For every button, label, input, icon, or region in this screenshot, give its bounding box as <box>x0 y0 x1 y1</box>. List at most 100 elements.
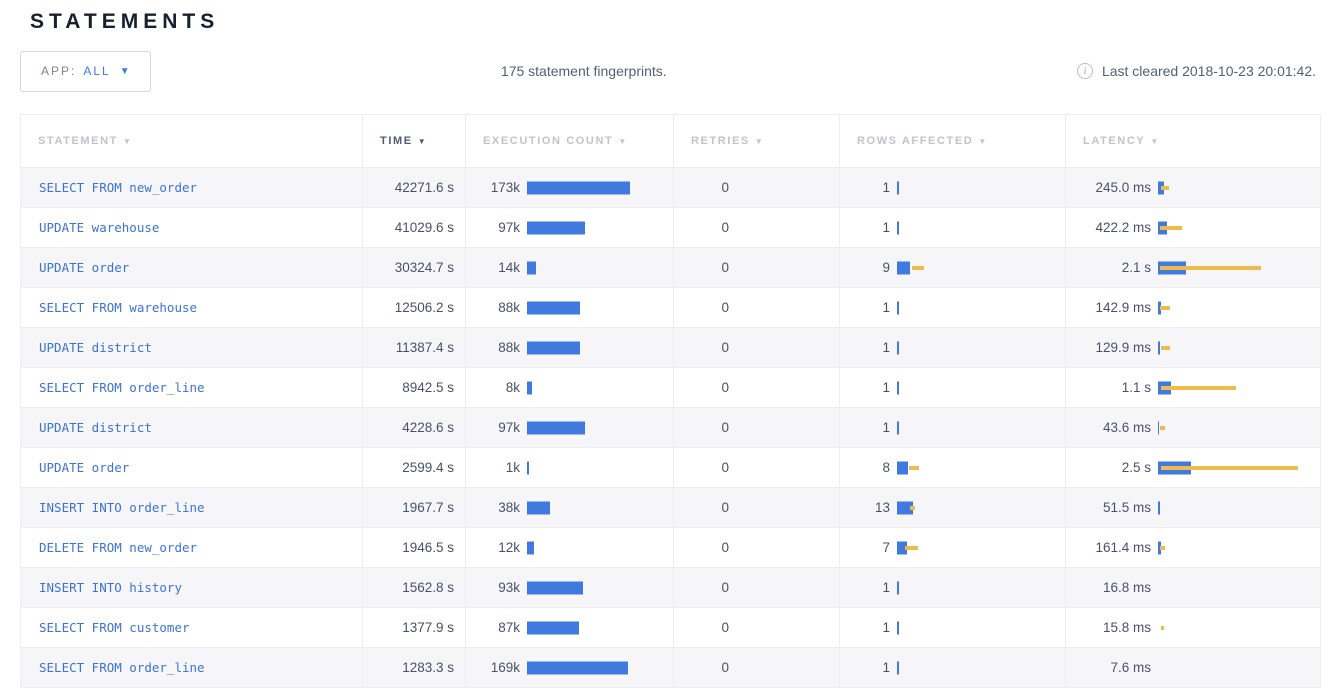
column-header-label: EXECUTION COUNT <box>483 135 614 147</box>
rows-value: 1 <box>882 340 890 355</box>
exec-value: 87k <box>498 620 520 635</box>
exec-minibar: 8k <box>466 377 673 399</box>
latency-bar-track <box>1158 377 1320 399</box>
column-header-label: RETRIES <box>691 135 750 147</box>
retries-cell: 0 <box>673 447 840 488</box>
statement-link[interactable]: SELECT FROM warehouse <box>39 300 198 315</box>
latency-stddev-line <box>1160 305 1170 310</box>
exec-minibar: 87k <box>466 617 673 639</box>
statement-cell: UPDATE warehouse <box>20 207 363 248</box>
exec-minibar: 97k <box>466 417 673 439</box>
table-row: UPDATE order 30324.7 s 14k 0 9 2.1 s <box>20 247 1321 288</box>
statement-count-summary: 175 statement fingerprints. <box>500 63 667 79</box>
latency-stddev-line <box>1161 345 1170 350</box>
latency-value: 2.5 s <box>1121 460 1151 475</box>
latency-bar <box>1158 501 1160 514</box>
column-header-time[interactable]: TIME ▼ <box>362 114 466 168</box>
statement-link[interactable]: UPDATE district <box>39 420 152 435</box>
statement-cell: SELECT FROM warehouse <box>20 287 363 328</box>
statement-link[interactable]: UPDATE district <box>39 340 152 355</box>
app-filter-dropdown[interactable]: APP: ALL ▼ <box>20 50 151 92</box>
latency-value: 7.6 ms <box>1110 660 1151 675</box>
column-header-retries[interactable]: RETRIES ▼ <box>673 114 840 168</box>
latency-bar <box>1158 541 1161 554</box>
latency-cell: 1.1 s <box>1065 367 1321 408</box>
chevron-down-icon: ▼ <box>119 65 130 77</box>
exec-bar-track <box>527 297 673 319</box>
rows-affected-cell: 1 <box>839 607 1066 648</box>
exec-minibar: 12k <box>466 537 673 559</box>
rows-bar-track <box>897 177 1065 199</box>
retries-cell: 0 <box>673 287 840 328</box>
statement-link[interactable]: SELECT FROM order_line <box>39 660 205 675</box>
exec-value: 8k <box>505 380 520 395</box>
latency-bar-track <box>1158 337 1320 359</box>
rows-bar-track <box>897 617 1065 639</box>
rows-value: 1 <box>882 180 890 195</box>
statement-link[interactable]: SELECT FROM order_line <box>39 380 205 395</box>
rows-affected-cell: 1 <box>839 207 1066 248</box>
statement-link[interactable]: DELETE FROM new_order <box>39 540 198 555</box>
table-row: SELECT FROM warehouse 12506.2 s 88k 0 1 142.9… <box>20 287 1321 328</box>
rows-bar <box>897 381 899 394</box>
retries-value: 0 <box>721 260 729 275</box>
retries-cell: 0 <box>673 327 840 368</box>
execution-count-cell: 87k <box>465 607 674 648</box>
rows-minibar: 1 <box>840 217 1065 239</box>
statement-link[interactable]: UPDATE order <box>39 260 130 275</box>
rows-minibar: 13 <box>840 497 1065 519</box>
latency-bar-track <box>1158 537 1320 559</box>
retries-cell: 0 <box>673 527 840 568</box>
time-cell: 8942.5 s <box>362 367 466 408</box>
exec-bar <box>527 221 585 234</box>
table-row: UPDATE warehouse 41029.6 s 97k 0 1 422.2 ms <box>20 207 1321 248</box>
rows-minibar: 1 <box>840 657 1065 679</box>
statement-link[interactable]: UPDATE order <box>39 460 130 475</box>
statement-cell: DELETE FROM new_order <box>20 527 363 568</box>
sort-arrow-icon: ▼ <box>978 137 988 146</box>
latency-stddev-line <box>1161 385 1236 390</box>
statement-link[interactable]: UPDATE warehouse <box>39 220 160 235</box>
latency-value: 245.0 ms <box>1095 180 1151 195</box>
statement-link[interactable]: INSERT INTO history <box>39 580 182 595</box>
latency-value: 1.1 s <box>1121 380 1151 395</box>
rows-bar-track <box>897 257 1065 279</box>
exec-bar-track <box>527 337 673 359</box>
rows-affected-cell: 1 <box>839 567 1066 608</box>
statements-table: STATEMENT ▼ TIME ▼ EXECUTION COUNT ▼ RETRIES ▼ R… <box>20 114 1321 688</box>
time-cell: 1967.7 s <box>362 487 466 528</box>
latency-bar-track <box>1158 457 1320 479</box>
statement-link[interactable]: SELECT FROM customer <box>39 620 190 635</box>
time-cell: 11387.4 s <box>362 327 466 368</box>
exec-value: 38k <box>498 500 520 515</box>
rows-minibar: 1 <box>840 617 1065 639</box>
column-header-execution-count[interactable]: EXECUTION COUNT ▼ <box>465 114 674 168</box>
latency-value: 15.8 ms <box>1102 620 1151 635</box>
latency-cell: 422.2 ms <box>1065 207 1321 248</box>
latency-bar-track <box>1158 617 1320 639</box>
rows-bar-track <box>897 577 1065 599</box>
rows-affected-cell: 1 <box>839 167 1066 208</box>
latency-cell: 15.8 ms <box>1065 607 1321 648</box>
rows-affected-cell: 8 <box>839 447 1066 488</box>
retries-cell: 0 <box>673 207 840 248</box>
column-header-rows-affected[interactable]: ROWS AFFECTED ▼ <box>839 114 1066 168</box>
rows-minibar: 9 <box>840 257 1065 279</box>
rows-minibar: 1 <box>840 337 1065 359</box>
retries-cell: 0 <box>673 367 840 408</box>
column-header-statement[interactable]: STATEMENT ▼ <box>20 114 363 168</box>
execution-count-cell: 97k <box>465 407 674 448</box>
rows-bar-track <box>897 377 1065 399</box>
exec-bar <box>527 621 579 634</box>
time-cell: 1377.9 s <box>362 607 466 648</box>
exec-bar <box>527 421 585 434</box>
latency-cell: 161.4 ms <box>1065 527 1321 568</box>
rows-affected-cell: 1 <box>839 647 1066 688</box>
column-header-latency[interactable]: LATENCY ▼ <box>1065 114 1321 168</box>
latency-stddev-line <box>1160 545 1165 550</box>
info-icon[interactable]: i <box>1076 63 1093 79</box>
statement-link[interactable]: SELECT FROM new_order <box>39 180 198 195</box>
table-row: UPDATE district 11387.4 s 88k 0 1 129.9 ms <box>20 327 1321 368</box>
statement-link[interactable]: INSERT INTO order_line <box>39 500 205 515</box>
retries-cell: 0 <box>673 607 840 648</box>
